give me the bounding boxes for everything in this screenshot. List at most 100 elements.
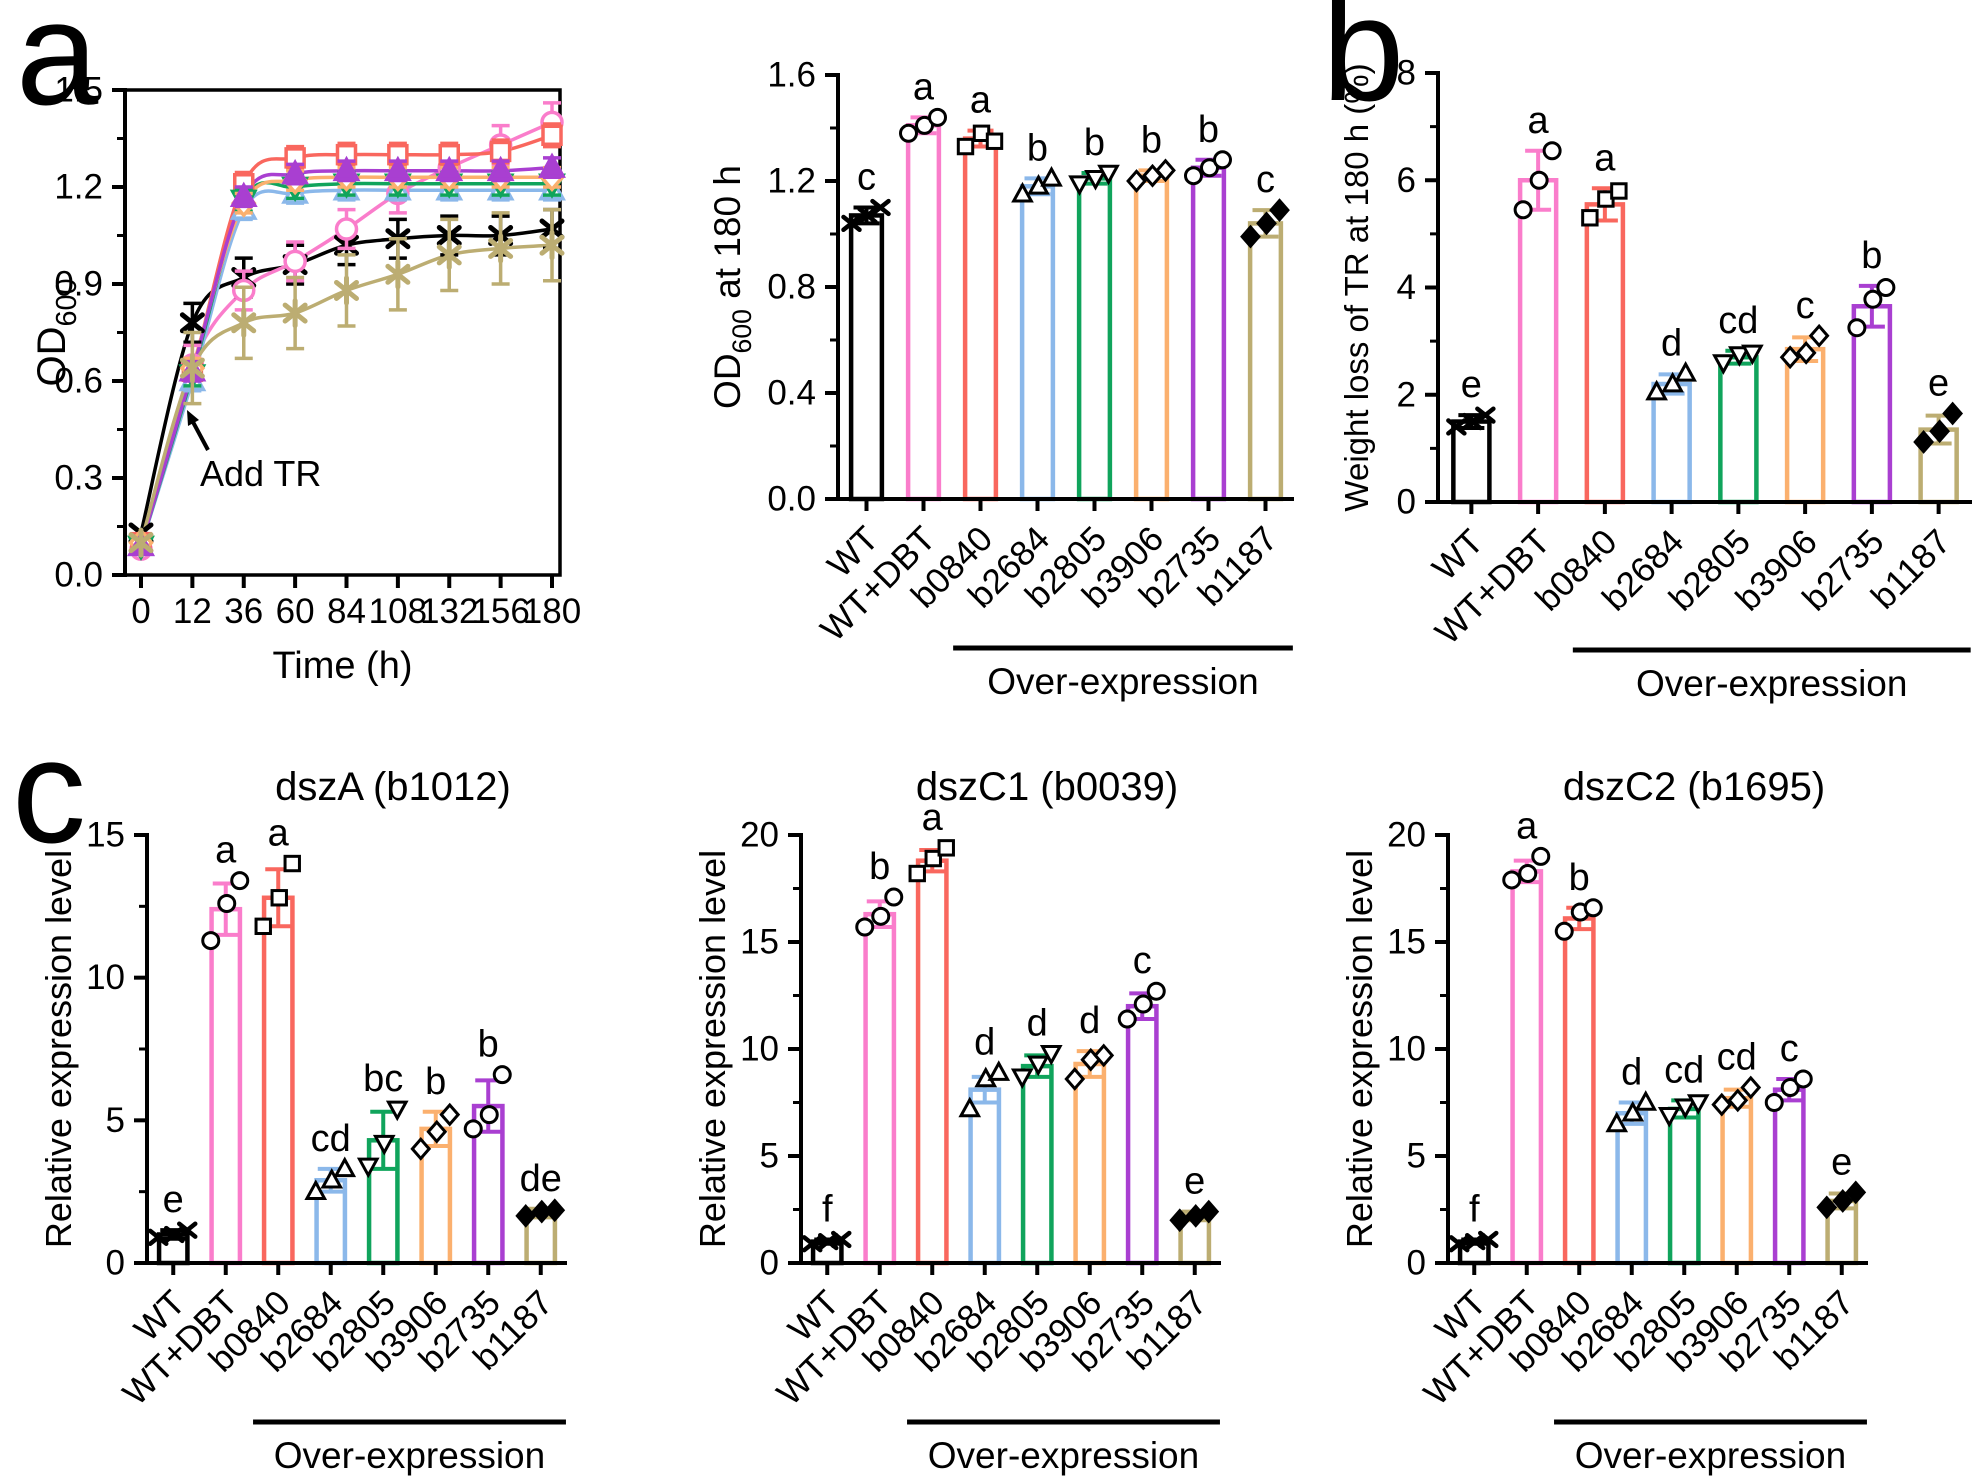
- marker-asterisk: [385, 259, 411, 290]
- marker-tri-down: [1026, 1055, 1050, 1077]
- bar-b0840: [1562, 916, 1596, 1266]
- data-points-b1187: [1240, 198, 1290, 249]
- marker-tri-up: [987, 1060, 1011, 1081]
- marker-diamond: [1155, 158, 1176, 183]
- data-points-wt: [148, 1221, 198, 1246]
- marker-asterisk: [436, 239, 462, 270]
- marker-diamond: [1942, 401, 1964, 426]
- bar-wt: [848, 213, 885, 502]
- marker-circle: [871, 906, 891, 926]
- sig-letter-b0840: b: [1569, 857, 1590, 899]
- y-tick-label: 0.9: [54, 265, 103, 304]
- bar-b3906: [1073, 1061, 1107, 1266]
- data-points-b1187: [1169, 1199, 1220, 1233]
- bar-group-b2805: [1667, 1098, 1701, 1266]
- marker-circle: [492, 1065, 512, 1085]
- bar-group-b2805: [1020, 1053, 1054, 1266]
- marker-tri-down: [356, 1157, 380, 1179]
- chart-title: dszC2 (b1695): [1563, 765, 1825, 809]
- data-points-b3906: [1064, 1043, 1115, 1091]
- y-axis-label: Weight loss of TR at 180 h (%): [1338, 63, 1375, 511]
- marker-circle: [1518, 864, 1538, 884]
- bar-b0840: [1584, 202, 1626, 505]
- marker-tri-up: [320, 1167, 344, 1189]
- bar-group-b2684: [968, 1074, 1002, 1266]
- data-points-b0840: [908, 839, 955, 883]
- bars: [156, 867, 558, 1266]
- sig-letter-b2684: d: [1661, 322, 1682, 364]
- marker-circle: [1764, 1093, 1784, 1112]
- data-points-b3906: [1126, 158, 1176, 193]
- sig-letter-b1187: e: [1184, 1161, 1205, 1203]
- sig-letter-b1187: c: [1256, 159, 1275, 201]
- sig-letter-b2805: d: [1027, 1002, 1048, 1044]
- od600-180h-bar-chart: WTWT+DBTb0840b2684b2805b3906b2735b11870.…: [707, 56, 1294, 702]
- bar-wt-dbt: [1510, 869, 1544, 1266]
- sig-letter-wt: f: [1469, 1188, 1480, 1230]
- marker-diamond: [1795, 341, 1817, 365]
- data-points-b2735: [1764, 1069, 1813, 1112]
- marker-x: [177, 1221, 198, 1239]
- y-tick-label: 0: [106, 1244, 125, 1283]
- marker-circle: [217, 893, 237, 913]
- data-points-b1187: [1913, 401, 1964, 454]
- group-label: Over-expression: [1636, 663, 1907, 704]
- data-points-b2805: [1010, 1044, 1063, 1090]
- marker-circle: [1847, 318, 1867, 338]
- sig-letter-b2684: b: [1027, 127, 1048, 169]
- marker-circle: [1793, 1069, 1813, 1089]
- marker-x: [1478, 1230, 1499, 1249]
- data-points-b0840: [956, 124, 1004, 156]
- sig-letter-wt: e: [1461, 364, 1482, 406]
- annotation-add-tr: Add TR: [187, 410, 321, 494]
- bar-b0840: [261, 895, 295, 1266]
- x-axis-label: Time (h): [272, 645, 412, 687]
- y-tick-label: 10: [86, 958, 125, 997]
- bar-group-b2735: [1190, 157, 1227, 502]
- marker-tri-down: [1728, 346, 1751, 367]
- y-tick-label: 10: [1387, 1030, 1426, 1069]
- bar-group-b2735: [1125, 991, 1159, 1266]
- y-tick-label: 8: [1397, 54, 1416, 93]
- arrow-icon: [187, 410, 199, 426]
- sig-letter-b2735: b: [1198, 109, 1219, 151]
- bar-b2805: [1667, 1106, 1701, 1266]
- marker-tri-down: [1039, 1044, 1063, 1066]
- marker-square: [270, 889, 288, 907]
- bar-wt-dbt: [209, 906, 243, 1266]
- marker-x: [1462, 412, 1483, 431]
- sig-letter-wt-dbt: b: [869, 846, 890, 888]
- sig-letter-b3906: b: [425, 1061, 446, 1103]
- marker-circle: [1554, 921, 1574, 941]
- marker-square: [956, 137, 975, 156]
- marker-circle: [1542, 141, 1562, 161]
- group-label: Over-expression: [274, 1435, 545, 1476]
- marker-x: [148, 1228, 169, 1246]
- data-points-b2805: [356, 1100, 409, 1179]
- marker-x: [1449, 1235, 1470, 1253]
- marker-asterisk: [128, 527, 154, 558]
- marker-circle: [1502, 870, 1522, 890]
- bar-b2684: [1615, 1110, 1649, 1266]
- marker-diamond: [1198, 1199, 1220, 1224]
- data-points-b2735: [1117, 981, 1166, 1029]
- marker-circle: [230, 871, 250, 891]
- marker-circle: [1146, 981, 1166, 1001]
- marker-circle: [479, 1105, 499, 1125]
- marker-tri-down: [1712, 354, 1735, 375]
- data-points-b2805: [1657, 1094, 1710, 1128]
- y-tick-label: 5: [1407, 1137, 1426, 1176]
- y-tick-label: 0: [1407, 1244, 1426, 1283]
- y-axis-label: Relative expression level: [1339, 850, 1380, 1248]
- marker-diamond: [1808, 323, 1830, 348]
- marker-x: [870, 198, 891, 217]
- marker-diamond: [1711, 1092, 1733, 1117]
- marker-square: [254, 917, 272, 936]
- marker-circle: [1780, 1078, 1800, 1098]
- bar-group-b2735: [1851, 283, 1893, 505]
- bar-wt-dbt: [1517, 178, 1559, 505]
